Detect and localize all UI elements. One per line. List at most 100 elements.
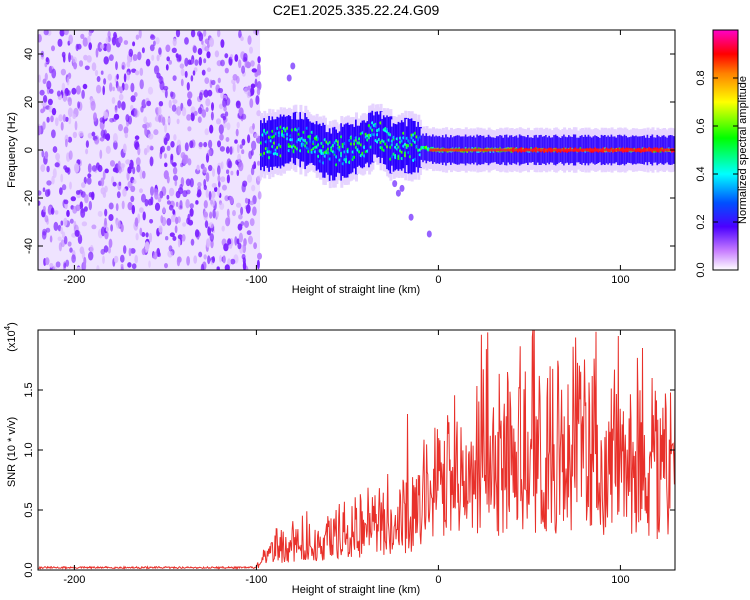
noise-blob (103, 129, 107, 136)
noise-blob (134, 108, 138, 118)
noise-blob (103, 245, 109, 253)
noise-blob (88, 251, 94, 261)
noise-blob (147, 198, 153, 206)
noise-blob (149, 156, 154, 167)
noise-blob (116, 191, 121, 199)
noise-blob (223, 243, 229, 252)
noise-blob (253, 161, 257, 169)
noise-blob (102, 255, 105, 264)
noise-blob (117, 100, 122, 109)
noise-blob (172, 75, 177, 81)
noise-blob (107, 73, 113, 81)
noise-blob (176, 56, 181, 61)
noise-blob (118, 165, 122, 174)
noise-blob (240, 36, 244, 42)
noise-blob (238, 59, 242, 69)
noise-blob (230, 258, 236, 265)
noise-blob (74, 120, 78, 131)
noise-blob (153, 129, 159, 136)
noise-blob (236, 202, 242, 208)
noise-blob (57, 38, 63, 47)
colorbar-tick-label: 0.4 (695, 166, 707, 181)
noise-blob (178, 187, 184, 195)
colorbar-tick-label: 0.8 (695, 70, 707, 85)
noise-blob (127, 166, 132, 174)
noise-blob (227, 160, 233, 169)
noise-blob (113, 113, 120, 120)
noise-blob (62, 93, 67, 102)
noise-blob (222, 184, 227, 191)
noise-blob (174, 179, 178, 187)
noise-blob (217, 165, 221, 176)
noise-blob (203, 58, 207, 64)
noise-blob (115, 203, 119, 212)
noise-blob (224, 264, 230, 270)
noise-blob (93, 112, 97, 122)
noise-blob (209, 37, 214, 48)
y-tick-label: 0.0 (23, 562, 35, 577)
noise-blob (60, 121, 64, 131)
noise-blob (134, 217, 139, 227)
noise-blob (84, 194, 89, 204)
noise-blob (251, 68, 257, 73)
noise-blob (224, 67, 229, 74)
noise-blob (67, 136, 73, 143)
noise-blob (225, 137, 230, 142)
signal-band (296, 119, 300, 159)
noise-blob (61, 184, 67, 191)
noise-blob (94, 138, 99, 144)
noise-blob (83, 261, 87, 270)
noise-blob (207, 255, 211, 265)
noise-blob (226, 208, 230, 218)
snr-scale-close: ) (6, 322, 18, 326)
noise-blob (96, 265, 100, 270)
noise-blob (100, 43, 105, 50)
noise-blob (219, 255, 222, 263)
noise-blob (252, 123, 255, 130)
noise-blob (120, 263, 124, 269)
noise-blob (86, 55, 92, 63)
noise-blob (172, 38, 177, 47)
noise-blob (241, 149, 245, 155)
y-tick-label: 0 (23, 147, 35, 153)
noise-blob (122, 143, 127, 154)
noise-blob (172, 236, 177, 241)
noise-blob (96, 84, 102, 94)
signal-band (350, 124, 354, 174)
noise-blob (63, 235, 68, 245)
noise-blob (80, 208, 86, 218)
signal-band (284, 116, 288, 164)
noise-blob (166, 200, 171, 205)
noise-blob (159, 80, 165, 91)
noise-blob (203, 184, 207, 191)
y-tick-label: 40 (23, 48, 35, 60)
colorbar-label: Normalized spectral amplitude (737, 76, 749, 224)
noise-blob (203, 30, 207, 37)
noise-blob (177, 234, 183, 240)
noise-blob (219, 202, 225, 210)
noise-blob (172, 99, 178, 104)
noise-blob (97, 210, 103, 217)
noise-blob (159, 190, 164, 199)
noise-blob (172, 162, 177, 167)
noise-blob (214, 186, 218, 192)
noise-blob (85, 148, 89, 155)
noise-blob (227, 238, 232, 246)
signal-band (320, 125, 324, 173)
noise-blob (118, 36, 123, 44)
noise-blob (137, 51, 142, 61)
noise-blob (145, 58, 151, 67)
noise-blob (229, 146, 233, 155)
noise-blob (91, 131, 96, 137)
noise-blob (109, 160, 116, 167)
noise-blob (99, 117, 104, 123)
noise-blob (42, 121, 46, 130)
noise-blob (170, 141, 175, 148)
noise-blob (95, 48, 99, 58)
signal-band (368, 112, 372, 168)
noise-blob (65, 259, 70, 267)
noise-blob (141, 248, 146, 256)
spectrogram-xlabel: Height of straight line (km) (292, 284, 420, 296)
noise-blob (198, 32, 204, 42)
noise-blob (197, 107, 203, 115)
